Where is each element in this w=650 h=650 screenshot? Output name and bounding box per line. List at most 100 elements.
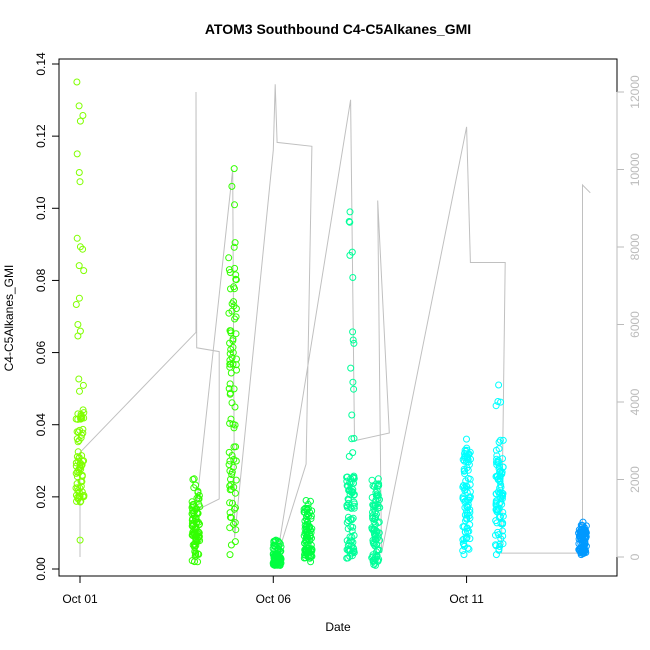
data-point [274, 548, 282, 556]
data-point [79, 406, 87, 414]
data-point [231, 403, 239, 411]
data-point [225, 385, 233, 393]
y-tick-label: 0.12 [34, 124, 48, 148]
data-point [343, 477, 351, 485]
x-tick-label: Oct 11 [449, 592, 484, 606]
data-point [226, 551, 234, 559]
data-point [79, 245, 87, 253]
data-point [305, 512, 313, 520]
data-point [230, 165, 238, 173]
y2-tick-label: 0 [628, 553, 642, 560]
data-point [459, 540, 467, 548]
flight-points [459, 435, 474, 559]
data-point [461, 452, 469, 460]
data-point [461, 486, 469, 494]
data-point [196, 503, 204, 511]
data-point [230, 385, 238, 393]
data-point [369, 508, 376, 516]
data-point [493, 473, 501, 480]
flight-points [188, 475, 204, 566]
x-axis-label: Date [325, 620, 351, 634]
data-point [463, 435, 470, 443]
data-point [194, 509, 202, 517]
data-point [75, 294, 83, 302]
data-point [226, 363, 234, 371]
data-point [344, 517, 352, 525]
data-point [75, 102, 83, 110]
data-point [227, 541, 235, 549]
data-point [226, 339, 234, 347]
flight-points [300, 497, 316, 566]
data-point [231, 315, 239, 323]
data-point [347, 364, 355, 372]
data-point [464, 475, 472, 482]
data-point [464, 501, 472, 509]
data-point [74, 448, 82, 456]
data-point [228, 471, 236, 478]
data-point [76, 461, 84, 469]
data-point [230, 283, 238, 291]
plot-frame [58, 58, 618, 577]
data-point [226, 524, 234, 532]
y2-tick-label: 10000 [628, 152, 642, 186]
data-point [349, 274, 357, 281]
data-point [75, 169, 83, 176]
data-point [75, 437, 83, 444]
data-point [346, 533, 354, 541]
data-point [369, 558, 377, 566]
data-point [345, 547, 353, 555]
data-point [344, 495, 352, 503]
data-point [498, 491, 506, 499]
data-point [75, 488, 83, 496]
data-point [231, 538, 239, 546]
data-point [462, 482, 470, 490]
data-point [495, 445, 503, 453]
data-point [348, 435, 356, 443]
data-point [349, 328, 357, 336]
data-point [346, 491, 354, 499]
data-point [343, 482, 351, 490]
data-point [77, 410, 85, 418]
y2-axis: 0 2000 4000 6000 8000 10000 12000 [616, 75, 642, 560]
data-point [350, 339, 358, 347]
data-point [497, 495, 505, 503]
data-point [343, 473, 351, 481]
data-point [499, 463, 507, 471]
data-point [375, 529, 383, 537]
data-point [76, 464, 84, 472]
data-point [231, 489, 239, 497]
data-point [195, 550, 203, 558]
data-point [463, 509, 471, 517]
data-point [190, 512, 198, 520]
data-point [496, 436, 504, 444]
flight-points [343, 208, 358, 562]
data-point [496, 500, 503, 508]
data-point [493, 508, 501, 516]
data-point [301, 549, 309, 557]
data-point [348, 489, 356, 497]
data-point [348, 411, 356, 419]
y-tick-label: 0.06 [34, 341, 48, 365]
data-point [347, 523, 355, 531]
data-point [305, 522, 313, 530]
data-point [227, 327, 235, 335]
x-tick-label: Oct 06 [256, 592, 292, 606]
data-point [76, 327, 84, 335]
data-point [188, 516, 196, 524]
data-point [492, 531, 499, 539]
data-point [72, 469, 80, 477]
data-point [190, 484, 198, 492]
data-point [302, 497, 310, 504]
data-point [582, 522, 590, 530]
data-point [72, 462, 80, 470]
y2-tick-label: 2000 [628, 466, 642, 493]
data-point [492, 517, 500, 525]
data-point [349, 449, 357, 457]
data-point [460, 551, 468, 559]
data-point [465, 461, 473, 469]
data-point [495, 531, 503, 539]
data-point [274, 537, 282, 545]
data-point [492, 402, 500, 410]
data-point [345, 452, 353, 460]
